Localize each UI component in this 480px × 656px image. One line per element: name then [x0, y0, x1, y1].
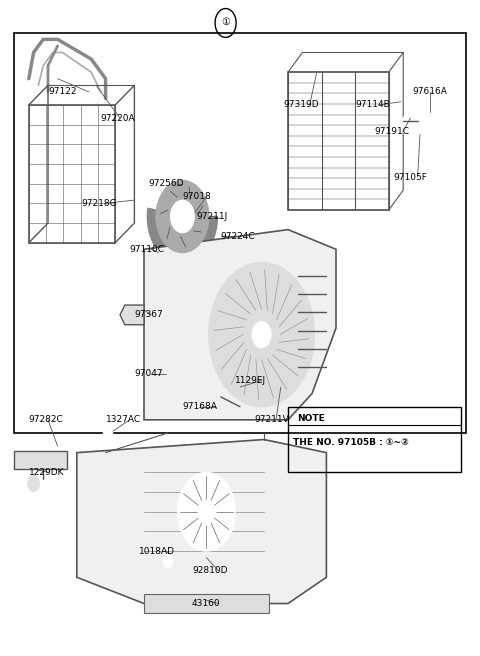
Text: 1129EJ: 1129EJ — [235, 376, 266, 385]
Bar — [288, 407, 461, 472]
Bar — [288, 72, 389, 210]
Circle shape — [402, 113, 419, 136]
Text: 97110C: 97110C — [130, 245, 165, 254]
Circle shape — [103, 428, 113, 441]
Text: 1018AD: 1018AD — [139, 546, 175, 556]
Text: 97047: 97047 — [134, 369, 163, 379]
Bar — [14, 451, 67, 469]
Text: 97256D: 97256D — [149, 179, 184, 188]
Text: 97211J: 97211J — [197, 212, 228, 221]
Text: 97616A: 97616A — [413, 87, 448, 96]
Text: ①: ① — [221, 17, 230, 28]
Text: 97105F: 97105F — [394, 173, 428, 182]
Text: NOTE: NOTE — [297, 414, 324, 423]
Text: 97211V: 97211V — [254, 415, 289, 424]
Polygon shape — [144, 230, 336, 420]
Circle shape — [163, 554, 173, 567]
Text: 97122: 97122 — [48, 87, 76, 96]
Text: 97319D: 97319D — [283, 100, 319, 110]
Text: 97220A: 97220A — [101, 113, 135, 123]
Text: 43160: 43160 — [192, 599, 221, 608]
Text: 97224C: 97224C — [221, 232, 255, 241]
Polygon shape — [120, 305, 144, 325]
Text: 97018: 97018 — [182, 192, 211, 201]
Text: 1327AC: 1327AC — [106, 415, 141, 424]
Bar — [29, 105, 115, 243]
Text: 97168A: 97168A — [182, 402, 217, 411]
Text: 97367: 97367 — [134, 310, 163, 319]
Circle shape — [28, 476, 39, 491]
Text: THE NO. 97105B : ①~②: THE NO. 97105B : ①~② — [293, 438, 408, 447]
Text: 92810D: 92810D — [192, 566, 228, 575]
Circle shape — [252, 321, 271, 348]
Circle shape — [209, 262, 314, 407]
Bar — [144, 594, 269, 613]
Text: 97191C: 97191C — [374, 127, 409, 136]
Text: 97114B: 97114B — [355, 100, 390, 110]
Bar — [14, 33, 466, 433]
Polygon shape — [77, 440, 326, 604]
Circle shape — [419, 113, 436, 136]
Text: 97218G: 97218G — [82, 199, 117, 208]
Circle shape — [156, 180, 209, 253]
Circle shape — [170, 200, 194, 233]
Circle shape — [178, 472, 235, 551]
Wedge shape — [147, 208, 217, 264]
Text: 1229DK: 1229DK — [29, 468, 64, 477]
Text: 97282C: 97282C — [29, 415, 63, 424]
